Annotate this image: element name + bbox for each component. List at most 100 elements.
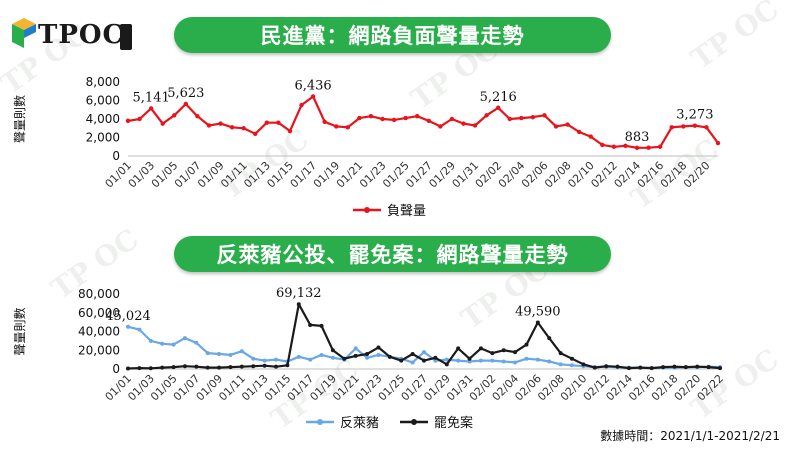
data-point-s1 [649,366,654,371]
legend-marker [411,419,417,425]
data-point-s0 [253,131,258,136]
data-point-s0 [547,359,552,364]
data-point-s0 [542,113,547,118]
chart1-title: 民進黨：網路負面聲量走勢 [260,24,525,48]
data-point-s0 [228,352,233,357]
data-point-s0 [467,359,472,364]
data-point-s1 [148,366,153,371]
data-label: 5,216 [480,90,517,105]
data-point-s0 [218,121,223,126]
data-point-s0 [194,340,199,345]
data-point-s1 [342,356,347,361]
data-point-s0 [456,358,461,363]
data-point-s0 [490,358,495,363]
data-point-s1 [535,320,540,325]
data-point-s0 [287,128,293,134]
data-point-s1 [308,322,313,327]
data-point-s1 [171,365,176,370]
data-point-s1 [239,364,244,369]
data-point-s1 [433,355,438,360]
data-point-s0 [345,125,351,130]
data-point-s1 [592,365,597,370]
data-point-s0 [422,350,426,355]
data-point-s1 [228,365,233,370]
data-point-s0 [125,118,131,124]
data-period-footnote: 數據時間：2021/1/1-2021/2/21 [600,429,780,443]
data-point-s0 [669,125,674,130]
data-point-s1 [683,365,688,370]
data-point-s0 [588,134,593,139]
y-tick-label: 20,000 [78,343,120,357]
data-point-s0 [600,142,605,148]
chart1-title-banner: 民進黨：網路負面聲量走勢 [174,17,611,53]
data-point-s1 [718,366,722,371]
data-point-s0 [519,115,524,121]
data-point-s0 [206,123,212,128]
y-tick-label: 80,000 [78,287,120,301]
data-point-s0 [553,124,559,129]
data-point-s1 [251,364,256,369]
data-point-s0 [126,324,130,329]
data-point-s0 [241,126,246,131]
data-point-s0 [264,120,270,125]
chart2-title-banner: 反萊豬公投、罷免案：網路聲量走勢 [174,236,611,272]
data-point-s0 [296,354,301,359]
data-point-s0 [391,117,397,123]
data-point-s0 [478,358,483,363]
data-point-s1 [376,345,381,350]
data-point-s0 [444,357,449,362]
data-point-s1 [399,358,404,363]
data-point-s0 [410,360,415,365]
series-line-0 [127,95,719,149]
data-point-s0 [299,102,304,108]
data-point-s1 [695,364,700,369]
legend-label: 反萊豬 [340,416,379,431]
data-point-s1 [217,365,222,370]
y-axis-label: 聲量則數 [12,95,27,143]
data-point-s0 [415,114,420,119]
data-point-s1 [319,323,324,328]
data-point-s1 [661,365,666,370]
data-point-s1 [490,351,495,356]
data-point-s0 [704,125,709,130]
data-point-s0 [308,357,313,362]
data-point-s0 [692,123,698,128]
data-point-s1 [296,302,301,307]
data-label: 45,024 [105,309,151,324]
data-point-s1 [672,364,677,369]
data-label: 3,273 [676,108,713,123]
data-point-s0 [611,144,617,149]
y-axis-label: 聲量則數 [12,307,27,355]
data-label: 5,623 [167,86,204,101]
data-point-s1 [570,356,574,361]
data-point-s0 [530,114,536,120]
data-point-s0 [262,358,267,363]
brand-name: TPOC [38,20,125,50]
data-point-s0 [239,349,244,354]
data-point-s1 [706,365,711,370]
data-point-s0 [171,342,176,347]
legend-marker [317,419,323,425]
data-point-s1 [456,346,461,351]
data-point-s1 [638,365,643,370]
data-point-s0 [634,145,640,151]
data-point-s0 [357,115,362,121]
y-tick-label: 0 [112,362,120,376]
data-point-s1 [137,366,142,371]
data-point-s1 [194,364,199,369]
data-point-s1 [387,354,392,359]
data-point-s0 [449,116,455,122]
data-point-s0 [160,341,165,346]
data-point-s0 [681,124,686,129]
legend-marker [364,207,370,213]
data-label: 49,590 [515,305,561,320]
x-tick-label: 02/22 [695,372,727,404]
data-point-s1 [513,350,518,355]
data-point-s1 [547,336,552,341]
y-tick-label: 8,000 [86,75,120,89]
data-point-s1 [467,356,472,361]
data-point-s0 [148,106,154,111]
data-point-s0 [172,113,177,118]
data-point-s0 [334,124,339,129]
data-point-s1 [365,352,370,356]
